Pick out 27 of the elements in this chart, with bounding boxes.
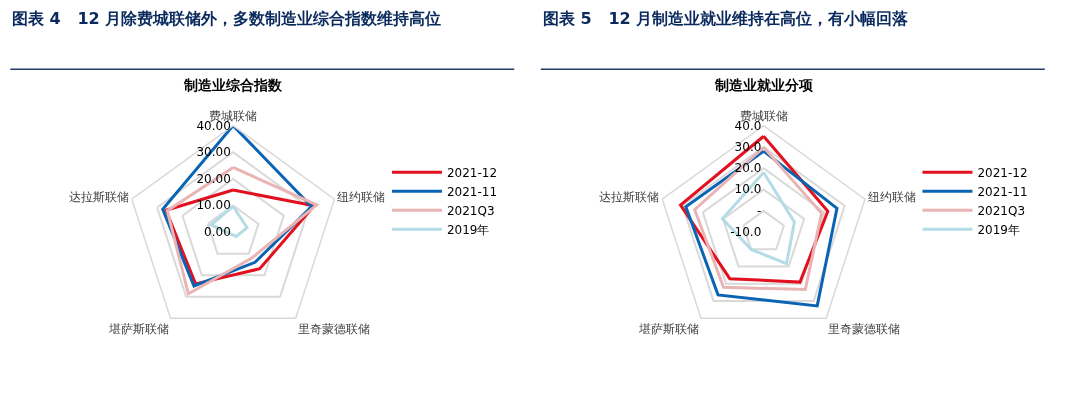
spoke-label: 堪萨斯联储 bbox=[107, 322, 169, 337]
spoke-label: 里奇蒙德联储 bbox=[297, 322, 370, 337]
legend-label: 2021Q3 bbox=[977, 203, 1026, 218]
y-tick-label: 10.00 bbox=[196, 198, 231, 213]
spoke-label: 堪萨斯联储 bbox=[638, 322, 700, 337]
legend-label: 2021-12 bbox=[446, 165, 498, 180]
y-tick-label: 20.00 bbox=[196, 171, 231, 186]
y-tick-label: -10.0 bbox=[730, 225, 762, 240]
y-tick-label: - bbox=[756, 203, 762, 218]
chart-subtitle: 制造业综合指数 bbox=[183, 77, 283, 93]
spoke-label: 纽约联储 bbox=[337, 190, 386, 205]
y-tick-label: 20.0 bbox=[734, 161, 762, 176]
y-tick-label: 0.00 bbox=[204, 225, 231, 240]
y-tick-label: 10.0 bbox=[734, 182, 762, 197]
spoke-label: 达拉斯联储 bbox=[599, 190, 660, 205]
legend-label: 2019年 bbox=[446, 222, 490, 237]
spoke-label: 里奇蒙德联储 bbox=[828, 322, 901, 337]
chart-title: 图表 5 12 月制造业就业维持在高位，有小幅回落 bbox=[543, 9, 909, 28]
legend-label: 2021-12 bbox=[977, 165, 1028, 180]
legend-label: 2021Q3 bbox=[446, 203, 495, 218]
chart-subtitle: 制造业就业分项 bbox=[714, 77, 814, 93]
legend-label: 2021-11 bbox=[446, 184, 498, 199]
legend-label: 2019年 bbox=[977, 222, 1021, 237]
chart-title: 图表 4 12 月除费城联储外，多数制造业综合指数维持高位 bbox=[12, 9, 442, 28]
spoke-label: 纽约联储 bbox=[867, 190, 916, 205]
legend-label: 2021-11 bbox=[977, 184, 1028, 199]
spoke-label: 达拉斯联储 bbox=[68, 190, 129, 205]
